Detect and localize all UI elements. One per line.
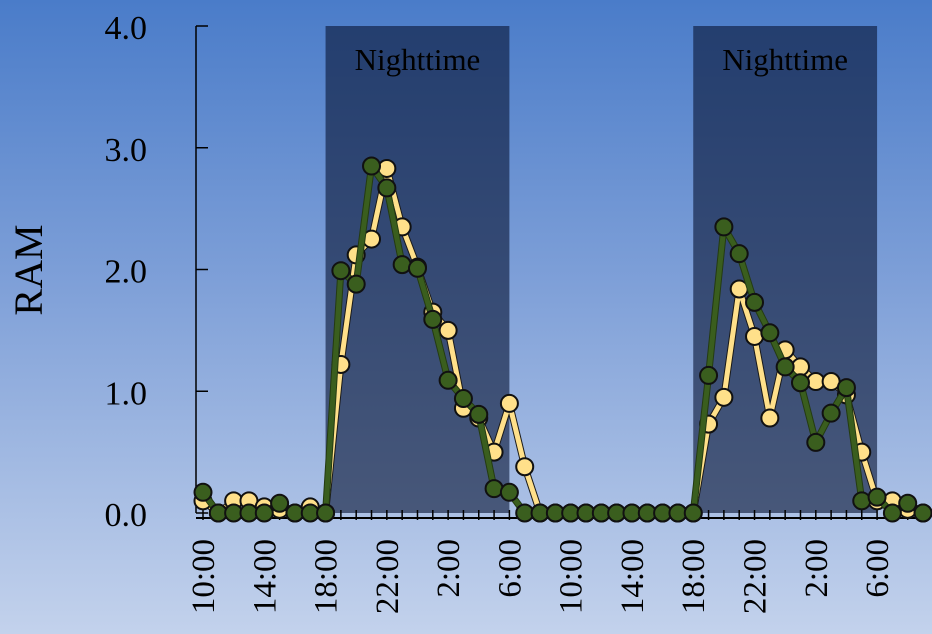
data-point bbox=[821, 403, 841, 423]
data-point bbox=[484, 479, 504, 499]
x-tick-label: 6:00 bbox=[860, 539, 896, 598]
nighttime-regions: Nighttime Nighttime bbox=[325, 26, 878, 513]
y-tick-label: 3.0 bbox=[105, 132, 148, 169]
data-point bbox=[714, 217, 734, 237]
data-point bbox=[407, 258, 427, 278]
y-tick-label: 4.0 bbox=[105, 10, 148, 47]
x-tick-label: 22:00 bbox=[738, 539, 774, 614]
data-point bbox=[453, 389, 473, 409]
y-axis-label: RAM bbox=[6, 224, 51, 315]
data-point bbox=[836, 378, 856, 398]
x-tick-label: 6:00 bbox=[492, 539, 528, 598]
x-tick-label: 22:00 bbox=[370, 539, 406, 614]
data-point bbox=[377, 178, 397, 198]
series-2 bbox=[193, 156, 932, 523]
x-tick-label: 10:00 bbox=[554, 539, 590, 614]
x-tick-label: 18:00 bbox=[309, 539, 345, 614]
data-point bbox=[729, 244, 749, 264]
x-tick-label: 14:00 bbox=[247, 539, 283, 614]
data-point bbox=[898, 493, 918, 513]
data-point bbox=[790, 373, 810, 393]
data-point bbox=[683, 503, 703, 523]
nighttime-label: Nighttime bbox=[355, 42, 481, 77]
data-point bbox=[714, 387, 734, 407]
data-point bbox=[254, 503, 274, 523]
data-point bbox=[775, 357, 795, 377]
y-tick-label: 0.0 bbox=[105, 497, 148, 534]
series-group bbox=[193, 156, 932, 523]
y-tick-label: 2.0 bbox=[105, 254, 148, 291]
axis-labels: RAM bbox=[6, 224, 51, 315]
axes: 0.0 1.0 2.0 3.0 4.0 10:00 14:00 18:00 22:00 2:00 6… bbox=[105, 10, 930, 614]
x-tick-label: 14:00 bbox=[615, 539, 651, 614]
data-point bbox=[760, 408, 780, 428]
nighttime-region bbox=[693, 26, 878, 513]
data-point bbox=[362, 156, 382, 176]
data-point bbox=[499, 393, 519, 413]
data-point bbox=[760, 323, 780, 343]
x-tick-label: 2:00 bbox=[431, 539, 467, 598]
data-point bbox=[806, 432, 826, 452]
data-point bbox=[438, 320, 458, 340]
nighttime-label: Nighttime bbox=[722, 42, 848, 77]
data-point bbox=[423, 309, 443, 329]
data-point bbox=[331, 261, 351, 281]
data-point bbox=[193, 482, 213, 502]
x-tick-label: 10:00 bbox=[186, 539, 222, 614]
data-point bbox=[515, 457, 535, 477]
data-point bbox=[745, 326, 765, 346]
data-point bbox=[438, 370, 458, 390]
data-point bbox=[913, 503, 932, 523]
x-tick-label: 18:00 bbox=[676, 539, 712, 614]
data-point bbox=[499, 482, 519, 502]
data-point bbox=[867, 487, 887, 507]
x-tick-label: 2:00 bbox=[799, 539, 835, 598]
data-point bbox=[469, 404, 489, 424]
data-point bbox=[745, 292, 765, 312]
data-point bbox=[392, 255, 412, 275]
data-point bbox=[346, 274, 366, 294]
data-point bbox=[270, 493, 290, 513]
data-point bbox=[699, 365, 719, 385]
y-tick-label: 1.0 bbox=[105, 375, 148, 412]
data-point bbox=[316, 503, 336, 523]
data-point bbox=[852, 491, 872, 511]
data-point bbox=[882, 503, 902, 523]
